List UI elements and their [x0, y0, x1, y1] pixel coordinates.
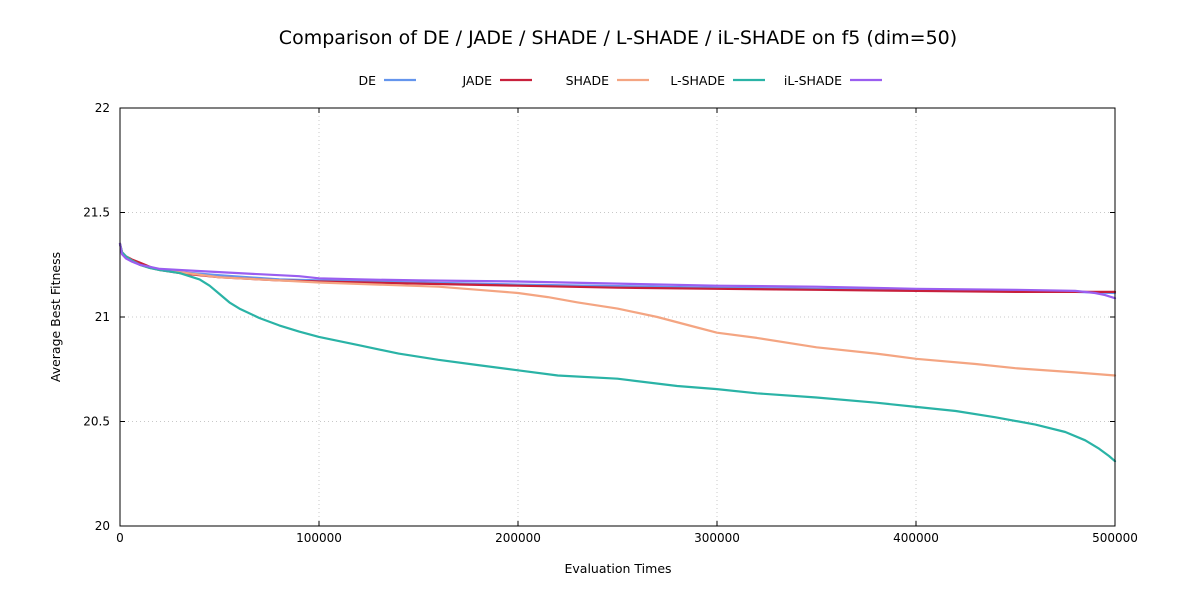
y-tick-label: 20.5 — [83, 415, 110, 429]
series-line-l-shade — [118, 242, 1117, 463]
chart-title: Comparison of DE / JADE / SHADE / L-SHAD… — [279, 27, 957, 49]
legend: DE JADE SHADE L-SHADE iL-SHADE — [358, 73, 882, 88]
x-tick-label: 500000 — [1092, 531, 1138, 545]
grid — [120, 108, 1115, 526]
axis-ticks: 0 100000 200000 300000 400000 500000 20 20.5 21 2… — [83, 101, 1138, 545]
plot-frame — [119, 107, 1116, 527]
x-tick-label: 400000 — [893, 531, 939, 545]
legend-label-l-shade: L-SHADE — [670, 73, 725, 88]
x-tick-label: 200000 — [495, 531, 541, 545]
legend-label-jade: JADE — [461, 73, 492, 88]
legend-label-shade: SHADE — [566, 73, 610, 88]
x-tick-label: 100000 — [296, 531, 342, 545]
series-line-de — [118, 242, 1117, 295]
y-tick-label: 21.5 — [83, 206, 110, 220]
y-axis-label: Average Best Fitness — [48, 252, 63, 382]
y-tick-label: 22 — [95, 101, 110, 115]
legend-label-de: DE — [358, 73, 376, 88]
legend-label-il-shade: iL-SHADE — [784, 73, 842, 88]
series-line-shade — [118, 242, 1117, 377]
y-tick-label: 20 — [95, 519, 110, 533]
x-tick-label: 300000 — [694, 531, 740, 545]
series-layer — [118, 242, 1117, 463]
y-tick-label: 21 — [95, 310, 110, 324]
x-axis-label: Evaluation Times — [564, 561, 671, 576]
x-tick-label: 0 — [116, 531, 124, 545]
series-line-il-shade — [118, 242, 1117, 300]
